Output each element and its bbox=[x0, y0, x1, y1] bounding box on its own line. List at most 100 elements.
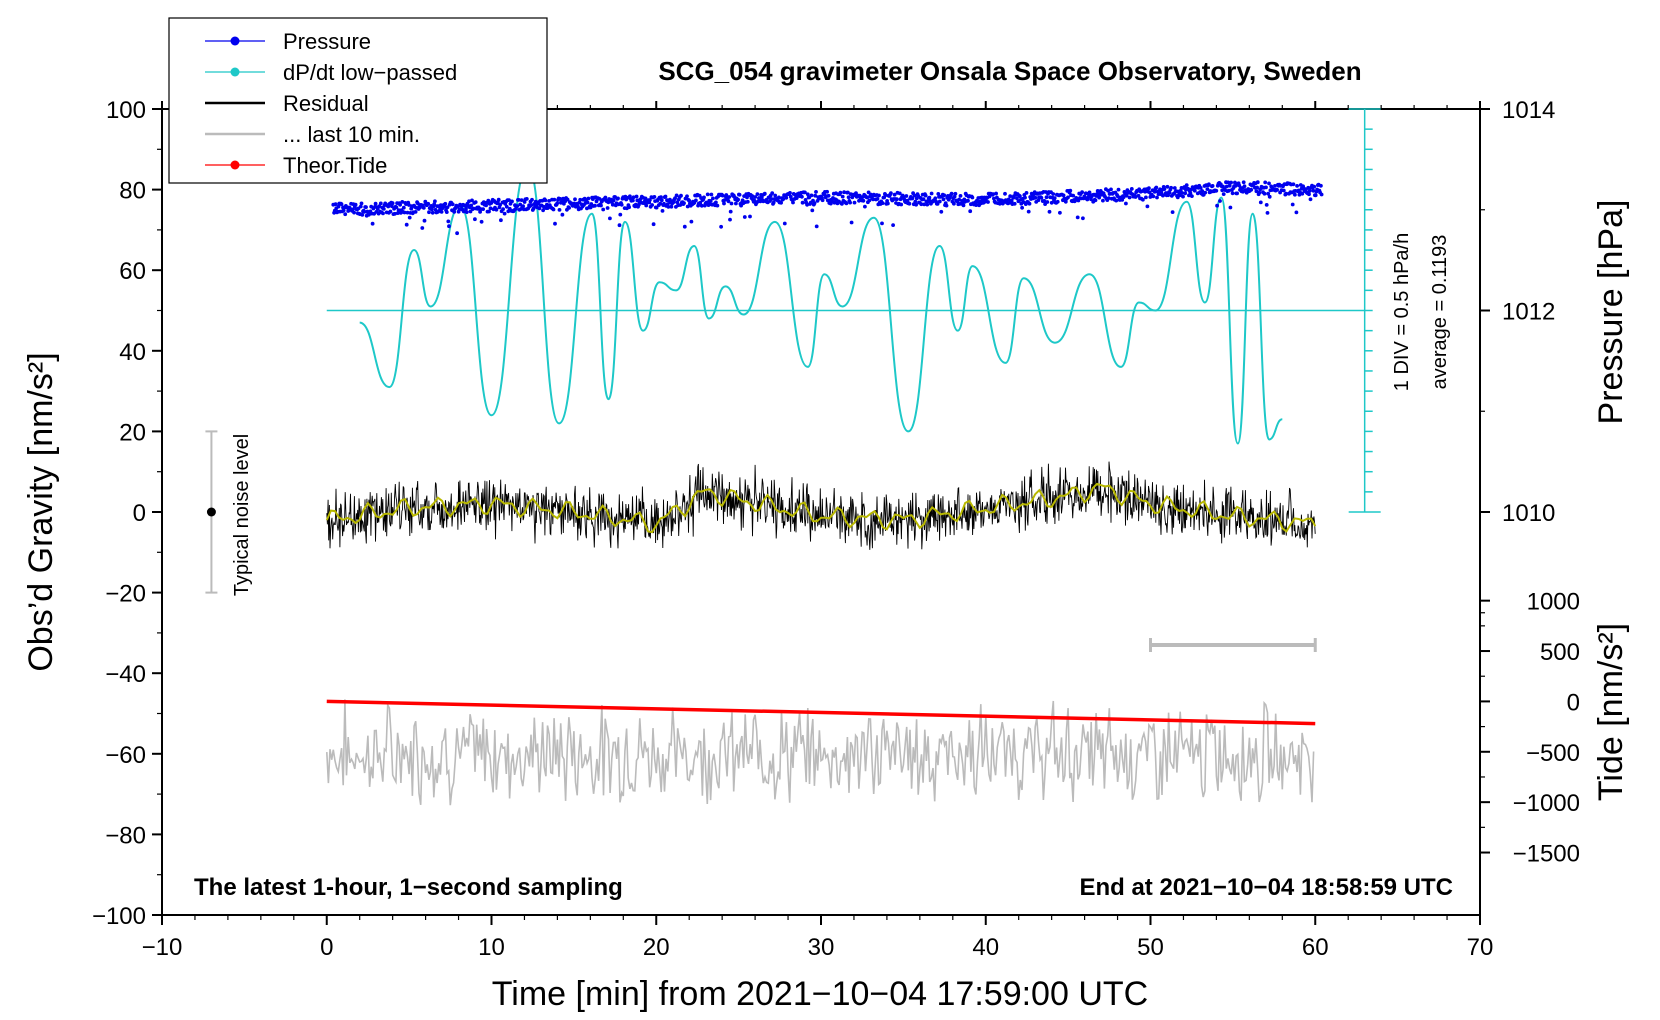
pressure-point bbox=[1190, 194, 1194, 199]
pressure-point bbox=[941, 197, 946, 202]
pressure-point bbox=[927, 195, 932, 200]
pressure-point bbox=[770, 191, 775, 196]
pressure-point bbox=[1106, 188, 1110, 193]
pressure-point bbox=[578, 197, 583, 202]
pressure-point bbox=[1273, 184, 1277, 188]
pressure-point bbox=[715, 203, 720, 208]
pressure-point bbox=[1308, 197, 1313, 202]
pressure-point bbox=[1009, 199, 1014, 204]
pressure-point bbox=[737, 192, 742, 197]
noise-bar-center bbox=[206, 507, 216, 517]
pressure-point bbox=[991, 192, 996, 197]
last-10-min-range-bar bbox=[1149, 637, 1317, 652]
pressure-point bbox=[970, 195, 975, 200]
pressure-point bbox=[880, 201, 885, 206]
pressure-point bbox=[658, 201, 663, 206]
pressure-point bbox=[894, 197, 899, 202]
div-label: 1 DIV = 0.5 hPa/h bbox=[1391, 233, 1413, 391]
pressure-point bbox=[685, 204, 690, 209]
pressure-point bbox=[1312, 184, 1317, 189]
pressure-point bbox=[473, 217, 477, 222]
pressure-point bbox=[1249, 187, 1254, 192]
y-tick-label: 100 bbox=[106, 97, 146, 124]
pressure-point bbox=[648, 198, 652, 202]
pressure-point bbox=[553, 221, 557, 226]
pressure-point bbox=[1284, 191, 1288, 196]
pressure-point bbox=[413, 210, 418, 214]
pressure-point bbox=[753, 195, 758, 199]
pressure-point bbox=[784, 195, 789, 200]
pressure-point bbox=[1254, 189, 1259, 194]
pressure-point bbox=[1172, 186, 1177, 190]
residual-lowpass-series bbox=[325, 482, 1317, 534]
pressure-point bbox=[1018, 194, 1022, 199]
pressure-point bbox=[1198, 186, 1203, 190]
pressure-point bbox=[1101, 198, 1105, 203]
pressure-point bbox=[1257, 190, 1262, 195]
pressure-point bbox=[740, 198, 745, 203]
pressure-point bbox=[1147, 186, 1151, 191]
pressure-point bbox=[929, 191, 934, 196]
pressure-point bbox=[803, 190, 807, 195]
pressure-point bbox=[958, 194, 963, 198]
pressure-point bbox=[939, 209, 944, 214]
pressure-point bbox=[742, 215, 747, 219]
pressure-point bbox=[1044, 195, 1049, 200]
pressure-point bbox=[1255, 180, 1260, 185]
pressure-point bbox=[852, 200, 857, 205]
pressure-point bbox=[936, 192, 941, 196]
pressure-point bbox=[446, 219, 451, 224]
pressure-point bbox=[805, 192, 810, 197]
pressure-point bbox=[921, 197, 926, 202]
pressure-point bbox=[682, 201, 686, 206]
pressure-point bbox=[1215, 203, 1219, 208]
pressure-point bbox=[750, 194, 755, 198]
pressure-point bbox=[443, 201, 448, 206]
pressure-point bbox=[760, 194, 764, 199]
pressure-point bbox=[849, 220, 854, 225]
pressure-point bbox=[605, 206, 610, 210]
pressure-point bbox=[543, 198, 548, 203]
pressure-point bbox=[398, 202, 402, 207]
pressure-point bbox=[618, 212, 623, 217]
pressure-point bbox=[400, 200, 405, 204]
pressure-point bbox=[1144, 195, 1148, 200]
pressure-point bbox=[401, 205, 406, 210]
pressure-point bbox=[1124, 201, 1128, 206]
pressure-point bbox=[986, 200, 990, 204]
theoretical-tide-series bbox=[326, 699, 1316, 726]
noise-level-label: Typical noise level bbox=[231, 434, 253, 596]
pressure-point bbox=[565, 197, 570, 202]
pressure-point bbox=[800, 200, 805, 205]
pressure-point bbox=[1093, 198, 1098, 203]
pressure-point bbox=[1293, 192, 1297, 197]
pressure-point bbox=[694, 198, 698, 203]
pressure-point bbox=[883, 193, 888, 198]
legend-marker bbox=[230, 36, 240, 46]
pressure-point bbox=[812, 201, 817, 206]
pressure-point bbox=[1012, 201, 1017, 206]
average-label: average = 0.1193 bbox=[1429, 235, 1451, 390]
pressure-point bbox=[1263, 180, 1268, 185]
pressure-point bbox=[1024, 191, 1029, 195]
pressure-point bbox=[426, 201, 431, 206]
pressure-point bbox=[1229, 180, 1233, 185]
pressure-point bbox=[1266, 191, 1271, 196]
pressure-point bbox=[439, 210, 444, 214]
pressure-point bbox=[925, 202, 930, 207]
pressure-point bbox=[1058, 210, 1062, 215]
pressure-point bbox=[779, 200, 783, 205]
pressure-point bbox=[473, 200, 478, 205]
pressure-point bbox=[1313, 193, 1318, 198]
pressure-point bbox=[1154, 185, 1159, 190]
pressure-point bbox=[420, 226, 425, 230]
pressure-point bbox=[974, 203, 978, 208]
y-tick-label: −100 bbox=[92, 903, 146, 930]
pressure-point bbox=[461, 209, 466, 214]
pressure-point bbox=[1291, 182, 1296, 187]
y-tick-label: −60 bbox=[105, 742, 146, 769]
pressure-point bbox=[907, 201, 912, 206]
pressure-point bbox=[809, 193, 814, 198]
pressure-point bbox=[702, 195, 706, 200]
pressure-point bbox=[432, 202, 437, 207]
